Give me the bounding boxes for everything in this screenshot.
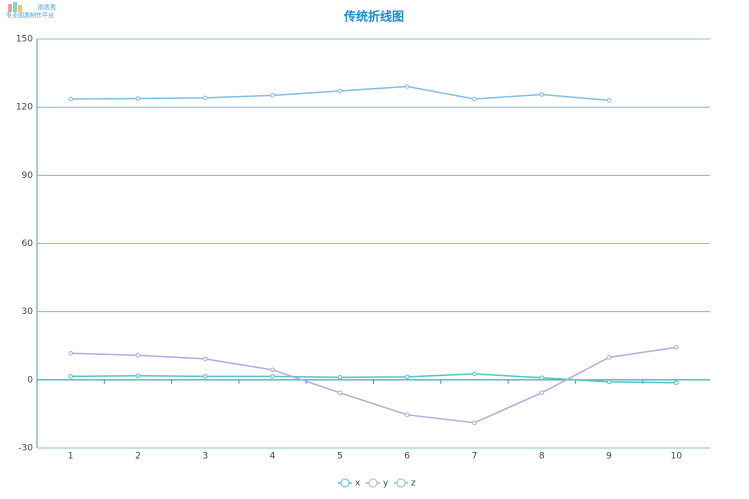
legend-swatch bbox=[368, 478, 378, 488]
x-tick-label: 8 bbox=[539, 452, 545, 462]
point bbox=[68, 350, 73, 356]
series-line bbox=[70, 85, 610, 102]
point bbox=[202, 356, 208, 362]
x-tick-label: 9 bbox=[606, 452, 612, 462]
point bbox=[135, 373, 141, 379]
point bbox=[135, 96, 141, 101]
y-tick-label: 30 bbox=[22, 307, 34, 317]
point bbox=[606, 355, 612, 360]
point bbox=[539, 375, 545, 381]
y-tick-label: -30 bbox=[18, 444, 33, 454]
point bbox=[404, 84, 410, 89]
y-tick-label: 120 bbox=[16, 103, 33, 113]
x-tick-label: 7 bbox=[472, 452, 478, 462]
point bbox=[337, 88, 343, 94]
point bbox=[337, 390, 343, 396]
logo-tagline: 专业图表制作平台 bbox=[6, 12, 54, 20]
point bbox=[270, 374, 275, 379]
series-line bbox=[70, 373, 677, 384]
series-line bbox=[70, 346, 677, 424]
point bbox=[135, 352, 141, 358]
point bbox=[270, 367, 275, 373]
point bbox=[606, 379, 612, 385]
point bbox=[68, 96, 73, 102]
x-tick-label: 1 bbox=[68, 452, 74, 462]
x-tick-label: 10 bbox=[671, 452, 683, 462]
point bbox=[472, 371, 477, 377]
logo-icon bbox=[8, 4, 12, 12]
logo-icon bbox=[13, 2, 17, 12]
point bbox=[202, 95, 208, 101]
y-tick-label: 0 bbox=[27, 375, 33, 385]
legend-label: y bbox=[383, 479, 389, 489]
y-tick-label: 60 bbox=[22, 239, 34, 249]
point bbox=[539, 92, 545, 97]
legend-label: z bbox=[411, 479, 416, 489]
legend-label: x bbox=[355, 479, 361, 489]
x-tick-label: 4 bbox=[270, 452, 276, 462]
point bbox=[472, 420, 477, 426]
point bbox=[674, 345, 679, 350]
point bbox=[606, 98, 612, 103]
y-tick-label: 150 bbox=[16, 35, 33, 45]
point bbox=[270, 93, 275, 98]
point bbox=[404, 374, 410, 380]
x-tick-label: 2 bbox=[135, 452, 141, 462]
point bbox=[404, 412, 410, 418]
point bbox=[674, 380, 679, 386]
x-tick-label: 5 bbox=[337, 452, 343, 462]
chart-title: 传统折线图 bbox=[343, 9, 404, 24]
point bbox=[539, 390, 545, 396]
point bbox=[337, 375, 343, 380]
point bbox=[68, 374, 73, 379]
legend-swatch bbox=[396, 478, 406, 488]
legend-swatch bbox=[340, 478, 350, 488]
y-tick-label: 90 bbox=[22, 171, 34, 181]
point bbox=[202, 374, 208, 379]
logo-icon bbox=[18, 5, 22, 12]
x-tick-label: 3 bbox=[202, 452, 208, 462]
logo-name: 图表秀 bbox=[38, 4, 56, 12]
point bbox=[472, 96, 477, 102]
x-tick-label: 6 bbox=[404, 452, 410, 462]
